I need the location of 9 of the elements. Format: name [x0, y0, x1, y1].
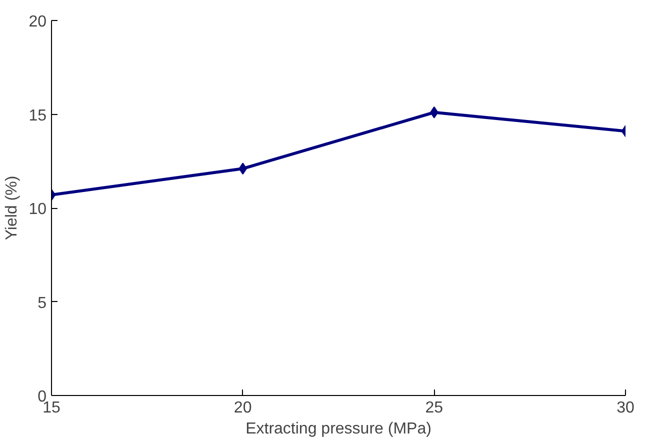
x-tick-label: 25	[425, 400, 444, 416]
y-tick-label: 20	[28, 14, 47, 30]
y-tick-label: 5	[38, 294, 47, 312]
y-tick-label: 10	[28, 201, 47, 218]
x-axis-title: Extracting pressure (MPa)	[246, 420, 432, 438]
x-tick-label: 20	[234, 400, 252, 416]
x-tick-label: 30	[616, 400, 634, 416]
y-axis-title: Yield (%)	[4, 176, 21, 240]
y-tick-label: 15	[28, 107, 47, 124]
